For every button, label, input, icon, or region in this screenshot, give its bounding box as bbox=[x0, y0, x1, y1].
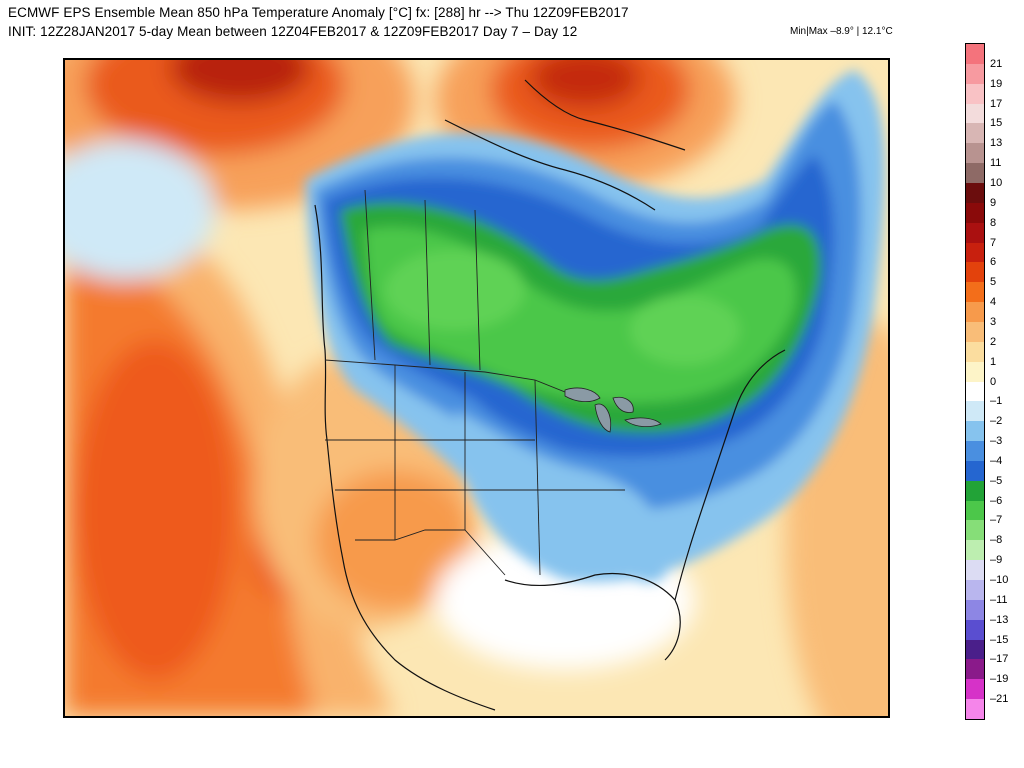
color-scale-label: 17 bbox=[990, 97, 1003, 110]
color-scale-label: 11 bbox=[990, 157, 1002, 170]
color-scale-swatch bbox=[966, 520, 984, 541]
color-scale-label: –15 bbox=[990, 633, 1009, 646]
color-scale-label: 5 bbox=[990, 276, 997, 289]
color-scale-swatch bbox=[966, 460, 984, 482]
color-scale-label: –9 bbox=[990, 554, 1003, 567]
us-canada-border bbox=[324, 359, 586, 401]
color-scale-swatch bbox=[966, 123, 984, 144]
color-scale-label: 0 bbox=[990, 375, 997, 388]
color-scale-label: –7 bbox=[990, 514, 1003, 527]
bc-alberta-border bbox=[364, 189, 376, 361]
greenland-coast bbox=[524, 79, 686, 151]
map-subtitle: INIT: 12Z28JAN2017 5-day Mean between 12… bbox=[8, 24, 578, 39]
us-east-state-line bbox=[534, 379, 541, 576]
map-title: ECMWF EPS Ensemble Mean 850 hPa Temperat… bbox=[8, 5, 629, 20]
color-scale-label: –10 bbox=[990, 574, 1009, 587]
color-scale-label: –5 bbox=[990, 474, 1003, 487]
color-scale-swatch bbox=[966, 619, 984, 641]
color-scale-swatch bbox=[966, 63, 984, 85]
color-scale-swatch bbox=[966, 202, 984, 224]
color-scale-swatch bbox=[966, 282, 984, 303]
coastlines bbox=[314, 79, 786, 711]
color-scale-swatch bbox=[966, 103, 984, 124]
alberta-sask-border bbox=[424, 199, 431, 366]
color-scale-swatch bbox=[966, 421, 984, 442]
political-borders bbox=[324, 189, 625, 576]
color-scale-label: 13 bbox=[990, 137, 1003, 150]
cold-anomaly-shading bbox=[305, 70, 886, 583]
color-scale-swatch bbox=[966, 500, 984, 521]
color-scale-swatch bbox=[966, 321, 984, 343]
color-scale-label: –1 bbox=[990, 395, 1003, 408]
color-scale-swatch bbox=[966, 163, 984, 184]
color-scale-label: –13 bbox=[990, 613, 1009, 626]
color-scale-swatch bbox=[966, 182, 984, 204]
color-scale-label: 2 bbox=[990, 335, 997, 348]
pacific-coastline bbox=[314, 204, 496, 711]
color-scale-swatch bbox=[966, 480, 984, 502]
anomaly-map bbox=[63, 58, 890, 718]
color-scale-swatch bbox=[966, 560, 984, 581]
color-scale-label: 21 bbox=[990, 57, 1003, 70]
color-scale-label: –6 bbox=[990, 494, 1003, 507]
color-scale-swatch bbox=[966, 699, 984, 720]
anomaly-shading bbox=[65, 60, 888, 716]
color-scale-label: –11 bbox=[990, 593, 1008, 606]
color-scale-label: 3 bbox=[990, 315, 997, 328]
color-scale-swatch bbox=[966, 83, 984, 105]
anomaly-map-canvas bbox=[65, 60, 888, 716]
color-scale-label: –2 bbox=[990, 415, 1003, 428]
color-scale-swatch bbox=[966, 639, 984, 660]
color-scale-swatch bbox=[966, 361, 984, 382]
color-scale-swatch bbox=[966, 540, 984, 561]
color-scale-label: –8 bbox=[990, 534, 1003, 547]
color-scale-swatch bbox=[966, 222, 984, 244]
color-scale-label: –3 bbox=[990, 435, 1003, 448]
us-mexico-border bbox=[355, 529, 506, 576]
color-scale-label: 15 bbox=[990, 117, 1003, 130]
color-scale-swatch bbox=[966, 341, 984, 363]
color-scale-swatch bbox=[966, 599, 984, 621]
great-lakes bbox=[564, 387, 662, 433]
color-scale-swatch bbox=[966, 242, 984, 263]
color-scale-label: 9 bbox=[990, 196, 997, 209]
color-scale-label: –4 bbox=[990, 454, 1003, 467]
atlantic-coastline bbox=[674, 349, 786, 601]
color-scale-bar bbox=[965, 43, 985, 720]
color-scale-label: –17 bbox=[990, 653, 1009, 666]
color-scale-label: 7 bbox=[990, 236, 997, 249]
color-scale-label: 19 bbox=[990, 77, 1003, 90]
color-scale-swatch bbox=[966, 580, 984, 601]
color-scale-swatch bbox=[966, 401, 984, 422]
gulf-coastline bbox=[504, 572, 681, 661]
color-scale-label: 10 bbox=[990, 176, 1003, 189]
color-scale-swatch bbox=[966, 441, 984, 462]
color-scale-label: 4 bbox=[990, 296, 997, 309]
color-scale-label: 6 bbox=[990, 256, 997, 269]
color-scale-swatch bbox=[966, 262, 984, 283]
color-scale-swatch bbox=[966, 381, 984, 402]
color-scale-swatch bbox=[966, 302, 984, 323]
color-scale-label: –21 bbox=[990, 693, 1009, 706]
color-scale-swatch bbox=[966, 143, 984, 164]
color-scale-label: 8 bbox=[990, 216, 997, 229]
color-scale-swatch bbox=[966, 679, 984, 700]
color-scale-swatch bbox=[966, 659, 984, 680]
sask-manitoba-border bbox=[474, 209, 481, 371]
color-scale-label: 1 bbox=[990, 355, 997, 368]
color-scale-label: –19 bbox=[990, 673, 1009, 686]
min-max-readout: Min|Max –8.9° | 12.1°C bbox=[790, 26, 893, 37]
color-scale-swatch bbox=[966, 44, 984, 65]
arctic-coastline bbox=[444, 119, 656, 211]
